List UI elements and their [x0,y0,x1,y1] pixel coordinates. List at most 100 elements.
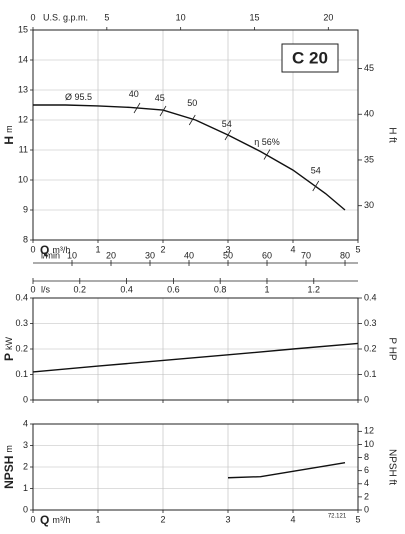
y2-tick-label: 6 [364,465,369,475]
x-tick-label: 2 [160,514,165,524]
chart-title: C 20 [292,48,328,67]
efficiency-tick [224,129,232,141]
y2-axis-label: NPSH ft [386,449,397,485]
x-tick-label: 3 [225,244,230,254]
extra-tick-label: 50 [223,250,233,260]
x-tick-label: 4 [290,244,295,254]
top-tick-label: 10 [176,12,186,22]
x-tick-label: 1 [95,514,100,524]
y2-axis-label: H ft [386,127,397,143]
extra-tick-label: 70 [301,250,311,260]
extra-axis-label: l/min [41,250,60,260]
x-label-unit: m³/h [52,245,70,255]
y-tick-label: 4 [23,418,28,428]
y-axis-label: Hm [2,125,16,144]
y2-tick-label: 8 [364,452,369,462]
y-axis-label: NPSH m [2,445,16,489]
y-tick-label: 15 [18,24,28,34]
x-tick-label: 2 [160,244,165,254]
y-tick-label: 2 [23,461,28,471]
extra-tick-label: 60 [262,250,272,260]
y2-tick-label: 0.3 [364,318,377,328]
y2-tick-label: 10 [364,439,374,449]
y-tick-label: 0.1 [15,369,28,379]
y-tick-label: 0 [23,394,28,404]
y-tick-label: 11 [19,144,28,154]
top-tick-label: 0 [30,12,35,22]
y2-tick-label: 0.1 [364,369,377,379]
x-tick-label: 5 [355,244,360,254]
extra-tick-label: 20 [106,250,116,260]
y-label-name: NPSH [2,456,16,489]
plot-frame [32,297,359,401]
efficiency-tick [188,114,196,126]
extra-tick-label: 1.2 [308,284,321,294]
y-tick-label: 1 [23,483,28,493]
curve [227,462,346,479]
y2-tick-label: 0 [364,504,369,514]
x-tick-label: 0 [30,244,35,254]
y2-tick-label: 0.4 [364,292,377,302]
y2-axis-label: P HP [386,337,397,360]
extra-axis-label: l/s [41,284,51,294]
plot-frame [32,29,359,241]
extra-tick-label: 1 [264,284,269,294]
extra-tick-label: 0.6 [167,284,180,294]
curve-label: Ø 95.5 [65,92,92,102]
efficiency-tick [159,105,167,117]
x-tick-label: 3 [225,514,230,524]
top-tick-label: 15 [249,12,259,22]
top-axis-label: U.S. g.p.m. [43,12,88,22]
extra-tick-label: 0.4 [120,284,133,294]
extra-tick-label: 30 [145,250,155,260]
extra-tick-label: 80 [340,250,350,260]
curve-label: 54 [311,165,321,175]
x-label-name: Q [40,243,49,257]
y-tick-label: 0.3 [15,318,28,328]
y2-tick-label: 45 [364,63,374,73]
y-tick-label: 0.4 [15,292,28,302]
y-label-name: H [2,136,16,145]
y2-tick-label: 12 [364,426,374,436]
x-label-name: Q [40,513,49,527]
efficiency-tick [133,102,141,114]
chart-note: 72.121 [328,514,347,520]
y-tick-label: 3 [23,440,28,450]
plot-frame [32,423,359,511]
y-tick-label: 0.2 [15,343,28,353]
y-label-unit: m [4,445,14,453]
x-label-unit: m³/h [52,515,70,525]
y-label-unit: kW [4,336,14,350]
y-tick-label: 10 [18,174,28,184]
curve-label: 50 [187,98,197,108]
curve-label: 54 [222,119,232,129]
curve-label: 40 [129,89,139,99]
x-tick-label: 4 [290,514,295,524]
y2-tick-label: 0 [364,394,369,404]
x-tick-label: 1 [95,244,100,254]
y2-tick-label: 0.2 [364,343,377,353]
extra-tick-label: 0 [30,284,35,294]
curve [32,342,359,373]
y-tick-label: 8 [23,234,28,244]
extra-tick-label: 40 [184,250,194,260]
y-tick-label: 13 [18,84,28,94]
top-tick-label: 5 [104,12,109,22]
y-tick-label: 0 [23,504,28,514]
y-axis-label: PkW [2,336,16,361]
y2-tick-label: 4 [364,478,369,488]
y2-tick-label: 30 [364,200,374,210]
title-box [281,43,339,73]
y-tick-label: 14 [18,54,28,64]
y2-tick-label: 2 [364,491,369,501]
y-tick-label: 9 [23,204,28,214]
extra-tick-label: 10 [67,250,77,260]
top-tick-label: 20 [323,12,333,22]
x-tick-label: 5 [355,514,360,524]
y2-tick-label: 40 [364,109,374,119]
curve [33,104,346,211]
y-label-name: P [2,353,16,361]
curve-label: 45 [155,93,165,103]
